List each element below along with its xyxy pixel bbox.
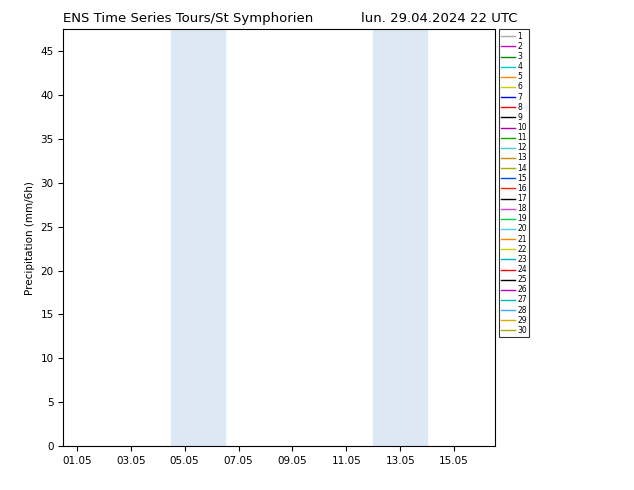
Bar xyxy=(171,29,225,446)
Text: ENS Time Series Tours/St Symphorien: ENS Time Series Tours/St Symphorien xyxy=(63,12,314,25)
Y-axis label: Precipitation (mm/6h): Precipitation (mm/6h) xyxy=(25,181,35,294)
Bar xyxy=(373,29,427,446)
Text: lun. 29.04.2024 22 UTC: lun. 29.04.2024 22 UTC xyxy=(361,12,518,25)
Legend: 1, 2, 3, 4, 5, 6, 7, 8, 9, 10, 11, 12, 13, 14, 15, 16, 17, 18, 19, 20, 21, 22, 2: 1, 2, 3, 4, 5, 6, 7, 8, 9, 10, 11, 12, 1… xyxy=(499,29,529,337)
